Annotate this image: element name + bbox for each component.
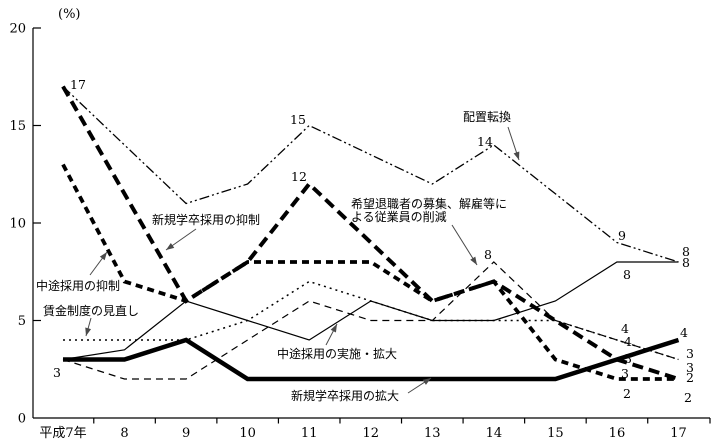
x-tick-label: 10 [239, 426, 256, 441]
series-annotation-label: 配置転換 [463, 110, 511, 124]
annotation-arrowhead [470, 256, 477, 265]
annotation-arrowhead [85, 327, 92, 336]
point-label: 12 [291, 169, 307, 184]
series-annotation-label: 新規学卒採用の拡大 [291, 388, 399, 403]
y-tick-label: 15 [9, 119, 26, 134]
point-label: 8 [484, 247, 492, 262]
series-annotation-label: 新規学卒採用の抑制 [152, 212, 260, 227]
x-tick-label: 15 [547, 426, 564, 441]
point-label: 9 [618, 228, 626, 243]
series-annotation-label: 希望退職者の募集、解雇等に [351, 196, 507, 211]
x-tick-label: 8 [120, 426, 128, 441]
point-label: 3 [53, 365, 61, 380]
series-line-5 [62, 261, 679, 361]
point-label: 17 [70, 77, 86, 92]
series-line-4 [62, 261, 679, 380]
x-tick-label: 9 [182, 426, 190, 441]
y-tick-label: 20 [9, 22, 26, 37]
point-label: 8 [623, 267, 631, 282]
series-line-6 [63, 337, 680, 382]
series-line-1 [61, 85, 680, 381]
x-tick-label: 14 [486, 426, 503, 441]
point-label: 4 [680, 325, 688, 340]
y-tick-label: 10 [9, 217, 26, 232]
series-annotation-label: 賃金制度の見直し [43, 303, 139, 318]
y-unit-label: (%) [58, 7, 81, 22]
x-tick-label: 13 [424, 426, 441, 441]
annotation-arrowhead [166, 242, 175, 250]
point-label: 2 [623, 386, 631, 401]
series-annotation-label: よる従業員の削減 [351, 209, 447, 224]
series-annotation-label: 中途採用の抑制 [36, 278, 120, 293]
point-label: 4 [624, 334, 632, 349]
point-label: 14 [477, 134, 493, 149]
point-label: 3 [621, 366, 629, 381]
x-tick-label: 16 [609, 426, 626, 441]
point-label: 2 [684, 390, 692, 405]
x-tick-label: 11 [301, 426, 318, 441]
series-line-0 [62, 86, 679, 263]
point-label: 3 [624, 351, 632, 366]
annotation-arrowhead [513, 151, 520, 160]
annotation-arrowhead [99, 252, 107, 261]
point-label: 8 [682, 244, 690, 259]
series-line-2 [61, 163, 679, 381]
point-label: 3 [686, 346, 694, 361]
point-label: 15 [290, 112, 306, 127]
annotation-arrowhead [422, 378, 431, 385]
axes: 0 5 10 15 20 (%) 平成7年 8 9 10 11 12 13 14 15 16 17 [9, 7, 711, 441]
y-tick-label: 5 [18, 314, 26, 329]
series-lines [61, 85, 680, 382]
point-label: 8 [682, 255, 690, 270]
x-tick-label: 12 [362, 426, 379, 441]
annotation-arrowhead [330, 324, 337, 333]
point-label: 2 [686, 370, 694, 385]
x-tick-label: 17 [670, 426, 687, 441]
y-tick-label: 0 [18, 412, 26, 427]
x-tick-label: 平成7年 [39, 426, 86, 441]
series-annotation-label: 中途採用の実施・拡大 [277, 346, 397, 361]
point-label: 3 [686, 360, 694, 375]
point-label: 4 [621, 321, 629, 336]
